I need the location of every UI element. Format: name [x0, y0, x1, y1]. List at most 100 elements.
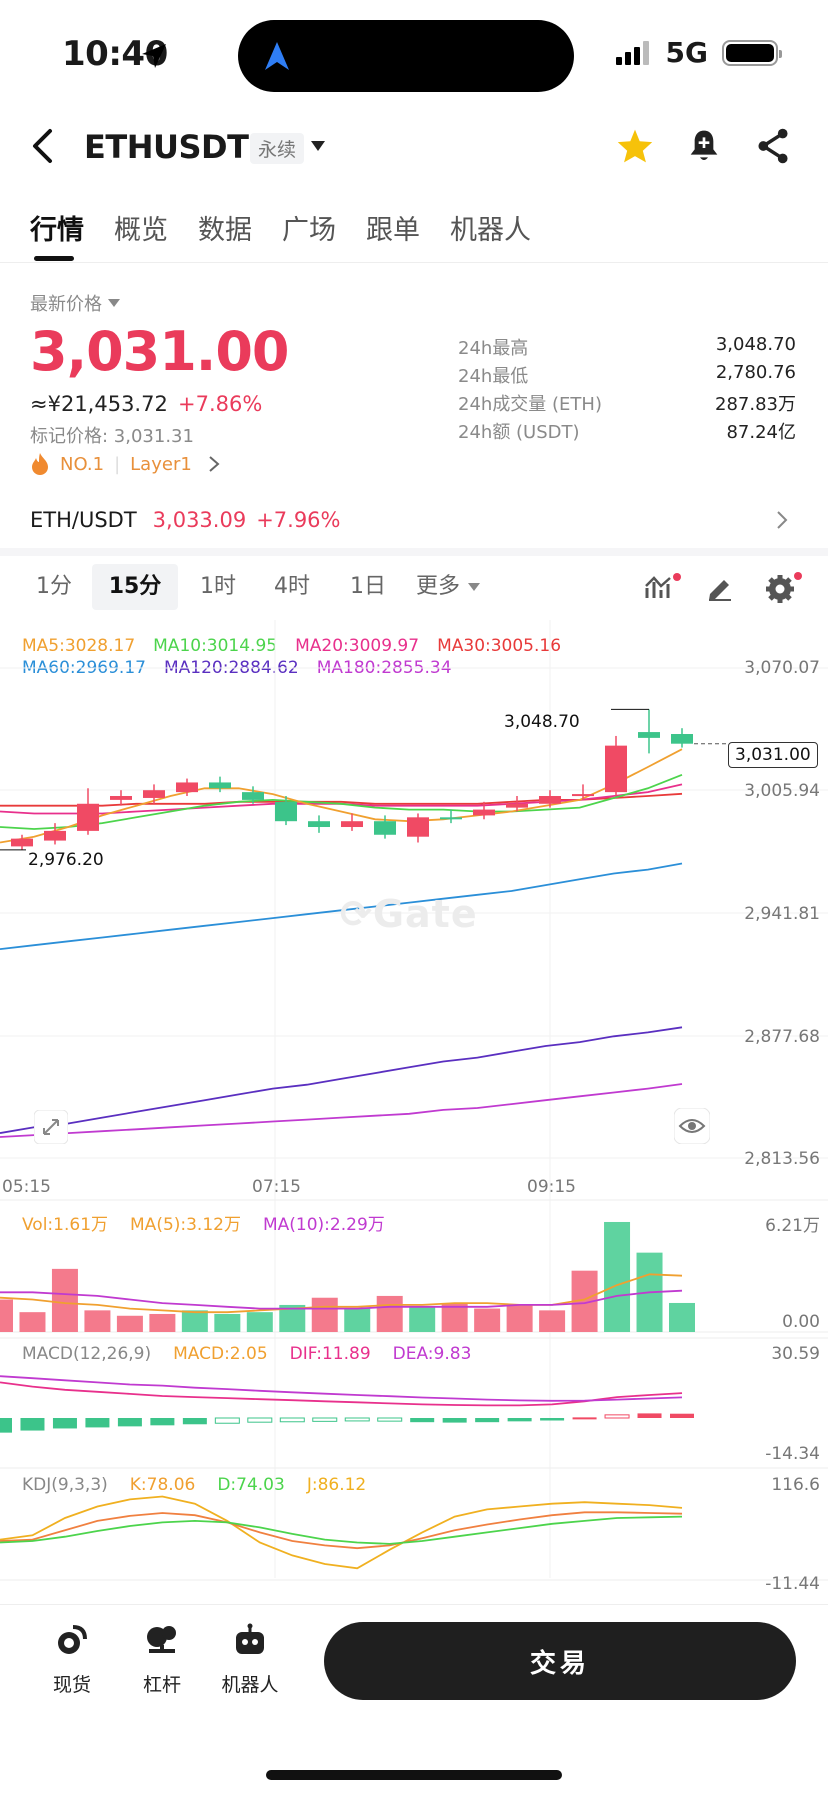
interval-1d[interactable]: 1日	[350, 574, 386, 599]
nav-spot[interactable]: 现货	[32, 1623, 112, 1697]
macd-hist-bar	[344, 1417, 370, 1422]
volume-bar	[376, 1295, 403, 1332]
macd-dea-line	[0, 1375, 683, 1402]
divider	[0, 262, 828, 263]
volume-bar	[311, 1297, 338, 1332]
volume-bar	[181, 1310, 208, 1332]
trade-button[interactable]: 交易	[324, 1622, 796, 1700]
macd-hist-bar	[150, 1417, 175, 1426]
ma10-legend: MA10:3014.95	[153, 636, 278, 656]
volume-bar	[409, 1306, 436, 1332]
tab-data[interactable]: 数据	[198, 215, 252, 246]
volume-bar	[669, 1302, 695, 1332]
macd-hist-bar	[604, 1414, 630, 1419]
candle-body	[11, 838, 33, 847]
ma-legend-row-1: MA5:3028.17 MA10:3014.95 MA20:3009.97 MA…	[22, 636, 561, 656]
back-icon[interactable]	[30, 128, 54, 164]
indicator-icon[interactable]	[644, 572, 682, 602]
contract-type-tag: 永续	[250, 133, 305, 164]
volume-bar	[246, 1312, 273, 1332]
latest-price-label[interactable]: 最新价格	[30, 290, 120, 316]
kdj-d-line	[0, 1515, 683, 1545]
ma180-line	[0, 1083, 683, 1138]
macd-hist-bar	[247, 1417, 273, 1423]
stat-label: 24h最高	[458, 338, 529, 359]
visibility-eye-icon[interactable]	[674, 1108, 710, 1144]
vol-legend: Vol:1.61万	[22, 1215, 109, 1235]
interval-4h[interactable]: 4时	[274, 574, 310, 599]
favorite-star-icon[interactable]	[616, 128, 654, 164]
interval-bar: 1分 15分 1时 4时 1日 更多	[0, 564, 828, 610]
candle-body	[572, 794, 594, 797]
stat-row-high: 24h最高 3,048.70	[458, 334, 796, 362]
dynamic-island	[238, 20, 574, 92]
y-tick: 2,813.56	[744, 1149, 820, 1169]
volume-ma10-line	[0, 1289, 683, 1310]
tab-bot[interactable]: 机器人	[450, 215, 531, 246]
macd-hist-bar	[279, 1417, 305, 1423]
macd-hist-bar	[85, 1417, 110, 1428]
volume-bar	[0, 1299, 13, 1332]
interval-15m[interactable]: 15分	[92, 564, 178, 610]
tab-square[interactable]: 广场	[282, 215, 336, 246]
low-price-label: 2,976.20	[28, 850, 104, 870]
candle-body	[176, 782, 198, 793]
interval-1h[interactable]: 1时	[200, 574, 236, 599]
macd-hist-bar	[377, 1417, 403, 1422]
price-alert-bell-icon[interactable]	[688, 128, 720, 164]
nav-bot[interactable]: 机器人	[210, 1623, 290, 1697]
y-tick: 2,877.68	[744, 1027, 820, 1047]
volume-bar	[19, 1312, 46, 1332]
vol-ma5-legend: MA(5):3.12万	[130, 1215, 241, 1235]
tab-copy-trade[interactable]: 跟单	[366, 215, 420, 246]
vol-ma10-legend: MA(10):2.29万	[262, 1215, 385, 1235]
tab-market[interactable]: 行情	[30, 215, 84, 246]
symbol-dropdown-icon[interactable]	[310, 140, 326, 152]
draw-tool-icon[interactable]	[706, 574, 734, 602]
vol-y-tick: 0.00	[782, 1312, 820, 1332]
interval-more[interactable]: 更多	[416, 574, 461, 599]
macd-hist-bar	[637, 1413, 662, 1418]
nav-margin[interactable]: 杠杆	[122, 1623, 202, 1697]
ma5-legend: MA5:3028.17	[22, 636, 136, 656]
candle-body	[242, 792, 264, 800]
watermark-logo: ⟳Gate	[340, 892, 478, 936]
spot-chevron-right-icon[interactable]	[776, 510, 788, 530]
kline-chart[interactable]	[0, 620, 828, 1604]
macd-hist-bar	[410, 1417, 435, 1423]
dif-value: DIF:11.89	[289, 1344, 371, 1364]
chart-settings-gear-icon[interactable]	[764, 570, 804, 604]
bottom-nav: 现货 杠杆 机器人	[0, 1604, 828, 1714]
stat-value: 87.24亿	[726, 422, 796, 443]
x-tick: 07:15	[252, 1177, 301, 1197]
battery-icon	[722, 39, 782, 66]
y-tick: 2,941.81	[744, 904, 820, 924]
fullscreen-expand-icon[interactable]	[34, 1110, 68, 1144]
kdj-y-tick: -11.44	[765, 1574, 820, 1594]
candle-body	[407, 817, 429, 837]
candle-body	[671, 734, 693, 744]
ma30-legend: MA30:3005.16	[437, 636, 562, 656]
macd-y-tick: -14.34	[765, 1444, 820, 1464]
volume-bar	[149, 1313, 176, 1332]
volume-bar	[51, 1268, 78, 1332]
symbol-title[interactable]: ETHUSDT	[84, 128, 249, 166]
candle-body	[209, 782, 231, 789]
macd-hist-bar	[670, 1413, 694, 1418]
tab-indicator	[34, 256, 74, 261]
share-icon[interactable]	[756, 128, 790, 164]
rank-row[interactable]: NO.1 | Layer1	[30, 452, 220, 476]
margin-leverage-icon	[147, 1626, 176, 1653]
macd-hist-bar	[20, 1417, 45, 1431]
stat-value: 2,780.76	[715, 362, 796, 383]
spot-pair-row[interactable]: ETH/USDT 3,033.09 +7.96%	[30, 508, 341, 532]
candle-body	[539, 796, 561, 804]
tab-overview[interactable]: 概览	[114, 215, 168, 246]
candle-body	[77, 803, 99, 831]
candle-body	[638, 732, 660, 738]
interval-1m[interactable]: 1分	[36, 574, 72, 599]
macd-hist-bar	[214, 1417, 240, 1424]
macd-legend: MACD(12,26,9) MACD:2.05 DIF:11.89 DEA:9.…	[22, 1344, 471, 1364]
volume-bar	[84, 1310, 111, 1332]
nav-spot-label: 现货	[52, 1674, 91, 1696]
